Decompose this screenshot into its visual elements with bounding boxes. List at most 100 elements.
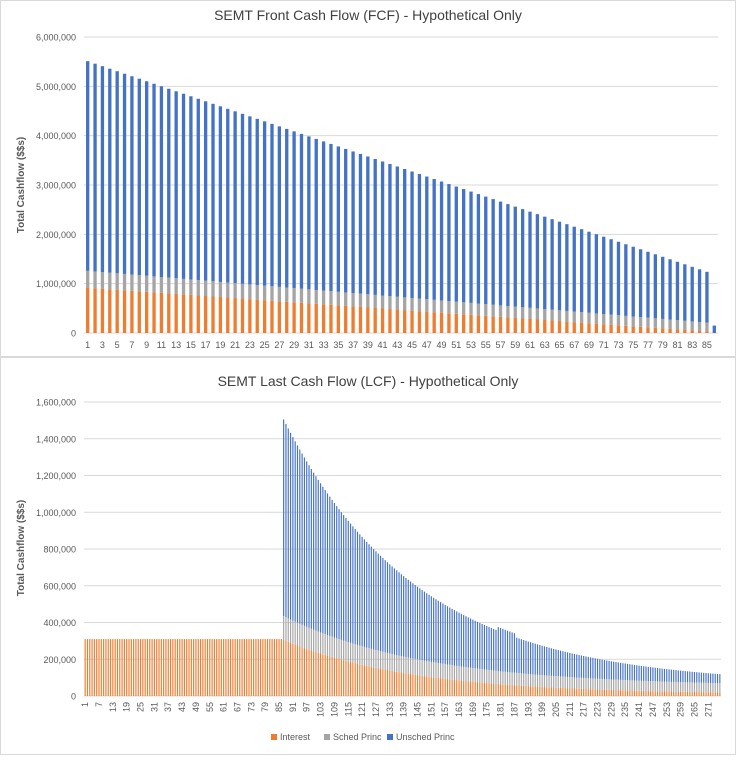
lcf-bar-interest <box>176 639 179 696</box>
lcf-bar-interest <box>650 691 652 696</box>
lcf-bar-unsched-princ <box>689 671 691 683</box>
lcf-bar-unsched-princ <box>557 650 559 677</box>
fcf-bar-sched-princ <box>336 291 340 306</box>
lcf-bar-sched-princ <box>636 680 638 691</box>
lcf-bar-sched-princ <box>673 681 675 692</box>
lcf-bar-sched-princ <box>689 682 691 692</box>
fcf-bar-sched-princ <box>587 312 591 324</box>
fcf-bar-sched-princ <box>439 300 444 313</box>
lcf-bar-sched-princ <box>585 678 587 690</box>
lcf-bar-interest <box>673 691 675 696</box>
lcf-bar-sched-princ <box>301 624 303 648</box>
lcf-bar-sched-princ <box>710 682 712 693</box>
fcf-bar-sched-princ <box>646 317 650 328</box>
fcf-bar-interest <box>653 327 657 333</box>
lcf-bar-sched-princ <box>647 681 649 692</box>
lcf-bar-unsched-princ <box>703 672 705 683</box>
lcf-bar-interest <box>227 639 229 696</box>
lcf-bar-interest <box>319 653 322 696</box>
fcf-x-tick-label: 63 <box>540 340 550 350</box>
lcf-bar-interest <box>569 688 571 696</box>
lcf-bar-interest <box>169 639 172 696</box>
lcf-bar-sched-princ <box>463 666 465 681</box>
lcf-bar-unsched-princ <box>652 667 654 682</box>
fcf-bar-interest <box>417 311 422 333</box>
lcf-bar-sched-princ <box>446 664 449 680</box>
lcf-bar-interest <box>530 686 532 696</box>
lcf-x-tick-label: 253 <box>662 702 672 717</box>
fcf-bar-interest <box>344 305 348 333</box>
lcf-bar-unsched-princ <box>680 670 682 683</box>
lcf-bar-sched-princ <box>643 680 645 691</box>
lcf-bar-interest <box>246 639 248 696</box>
lcf-x-tick-label: 187 <box>509 702 519 717</box>
lcf-bar-interest <box>502 684 504 696</box>
lcf-bar-sched-princ <box>504 671 506 685</box>
lcf-bar-unsched-princ <box>536 644 539 675</box>
lcf-bar-interest <box>158 639 160 696</box>
lcf-bar-sched-princ <box>566 676 569 689</box>
lcf-bar-sched-princ <box>349 642 352 662</box>
lcf-bar-unsched-princ <box>285 423 287 618</box>
lcf-x-tick-label: 91 <box>288 702 298 712</box>
lcf-bar-sched-princ <box>608 679 610 690</box>
lcf-bar-interest <box>146 639 149 696</box>
lcf-bar-interest <box>197 639 199 696</box>
fcf-bar-interest <box>100 288 105 333</box>
lcf-bar-unsched-princ <box>560 650 562 677</box>
lcf-bar-interest <box>204 639 206 696</box>
fcf-bar-sched-princ <box>705 322 709 332</box>
lcf-bar-interest <box>211 639 213 696</box>
fcf-bar-interest <box>476 315 481 333</box>
lcf-bar-unsched-princ <box>624 663 626 681</box>
lcf-bar-interest <box>520 685 522 696</box>
fcf-bar-interest <box>557 321 562 333</box>
fcf-bar-sched-princ <box>86 270 90 288</box>
lcf-bar-unsched-princ <box>539 645 541 675</box>
lcf-bar-unsched-princ <box>504 629 506 672</box>
lcf-bar-interest <box>137 639 139 696</box>
lcf-bar-unsched-princ <box>412 583 414 659</box>
lcf-bar-interest <box>479 682 481 696</box>
lcf-bar-interest <box>289 642 292 696</box>
lcf-bar-unsched-princ <box>553 648 555 676</box>
lcf-bar-interest <box>116 639 119 696</box>
lcf-bar-unsched-princ <box>555 649 557 677</box>
fcf-bar-interest <box>248 299 252 333</box>
lcf-bar-interest <box>493 683 495 696</box>
lcf-bar-unsched-princ <box>654 667 656 682</box>
lcf-bar-sched-princ <box>410 657 412 675</box>
lcf-bar-interest <box>179 639 181 696</box>
lcf-bar-sched-princ <box>594 678 596 690</box>
fcf-x-tick-label: 49 <box>437 340 447 350</box>
lcf-bar-unsched-princ <box>488 626 490 671</box>
lcf-bar-sched-princ <box>500 671 502 685</box>
lcf-bar-unsched-princ <box>693 671 696 683</box>
lcf-bar-interest <box>490 683 492 696</box>
lcf-bar-unsched-princ <box>405 577 407 657</box>
lcf-bar-unsched-princ <box>416 586 419 660</box>
fcf-bar-interest <box>602 324 606 333</box>
fcf-bar-interest <box>513 317 517 333</box>
lcf-x-tick-label: 169 <box>468 702 478 717</box>
lcf-bar-interest <box>626 690 629 696</box>
fcf-bar-unsched-princ <box>675 261 680 321</box>
lcf-bar-unsched-princ <box>673 669 675 682</box>
lcf-bar-sched-princ <box>440 663 442 679</box>
lcf-bar-sched-princ <box>714 683 716 693</box>
lcf-y-tick-label: 400,000 <box>43 618 76 628</box>
lcf-bar-sched-princ <box>354 644 356 664</box>
lcf-bar-interest <box>188 639 190 696</box>
lcf-bar-unsched-princ <box>518 638 520 674</box>
lcf-bar-interest <box>437 677 439 696</box>
fcf-bar-sched-princ <box>697 322 702 331</box>
lcf-y-tick-label: 1,000,000 <box>36 508 76 518</box>
fcf-bar-interest <box>174 293 178 333</box>
lcf-bar-unsched-princ <box>712 673 714 684</box>
lcf-bar-interest <box>684 691 686 696</box>
fcf-bar-interest <box>572 322 576 333</box>
fcf-bar-sched-princ <box>528 307 532 319</box>
fcf-x-tick-label: 41 <box>378 340 388 350</box>
lcf-bar-unsched-princ <box>666 669 668 682</box>
